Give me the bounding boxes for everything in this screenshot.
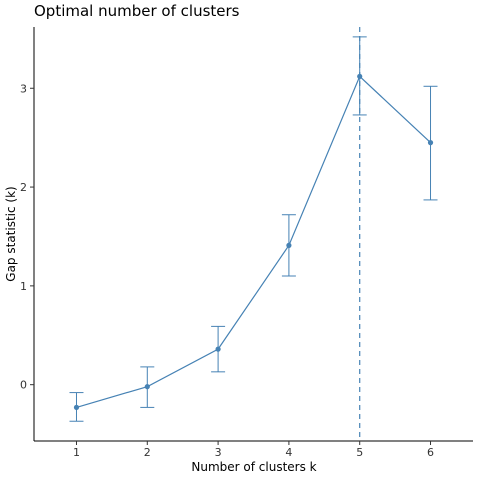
x-tick-label: 3 (215, 446, 222, 459)
y-tick-label: 2 (20, 181, 27, 194)
y-tick-label: 3 (20, 82, 27, 95)
plot-area (69, 27, 438, 441)
data-point (427, 140, 434, 146)
data-point (73, 404, 80, 411)
data-point (286, 242, 292, 248)
x-tick-label: 4 (285, 446, 292, 459)
x-tick-label: 2 (144, 446, 151, 459)
x-tick-label: 5 (356, 446, 363, 459)
chart-title: Optimal number of clusters (34, 2, 240, 20)
data-point (144, 384, 150, 390)
y-tick-label: 1 (20, 280, 27, 293)
data-point (357, 73, 363, 80)
x-tick-label: 1 (73, 446, 80, 459)
y-axis-label: Gap statistic (k) (4, 186, 18, 281)
data-point (215, 346, 221, 352)
y-tick-label: 0 (20, 379, 27, 392)
series-line (76, 75, 431, 408)
x-tick-label: 6 (427, 446, 434, 459)
x-axis-label: Number of clusters k (191, 460, 316, 474)
